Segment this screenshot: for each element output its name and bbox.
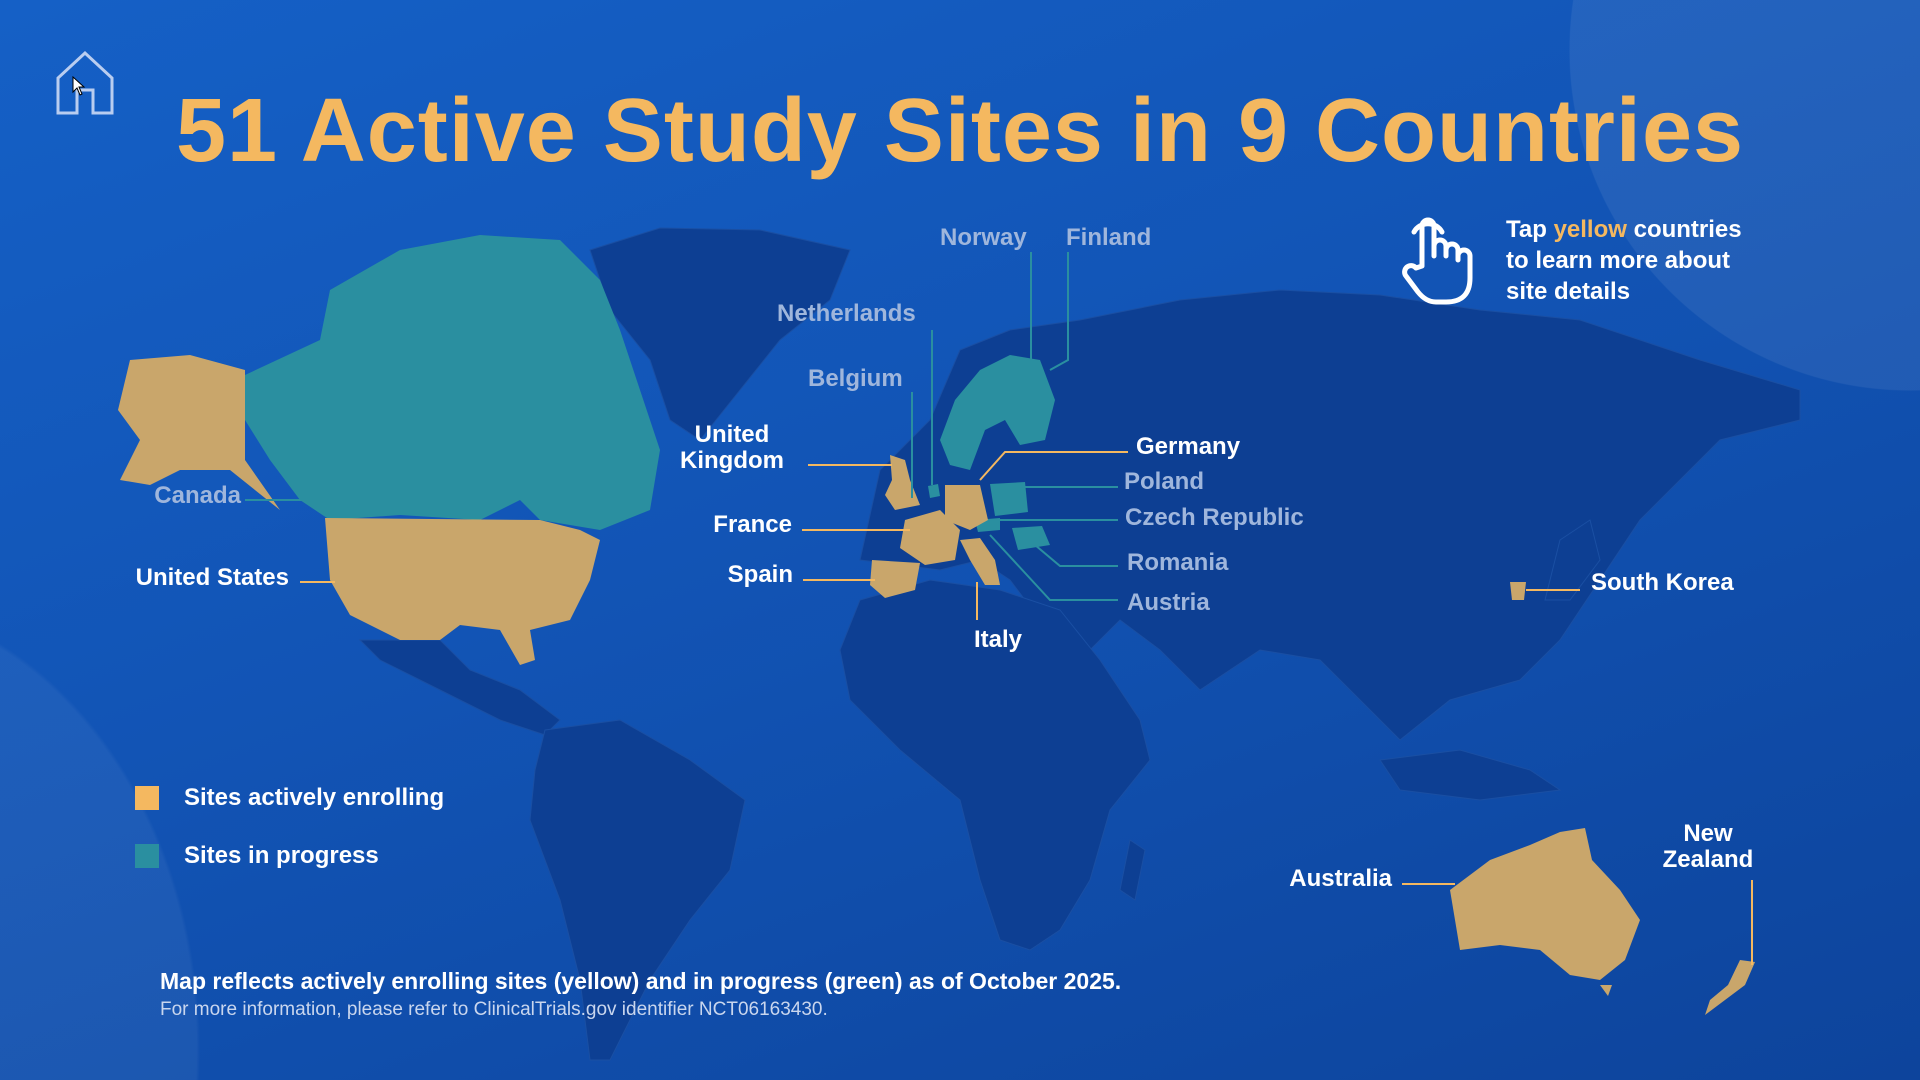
leader-romania	[1034, 544, 1118, 567]
leader-finland	[1049, 252, 1069, 371]
tap-hint-highlight: yellow	[1553, 216, 1627, 243]
label-australia[interactable]: Australia	[1289, 865, 1392, 892]
mouse-cursor-icon	[72, 75, 86, 101]
home-icon	[56, 50, 114, 115]
indonesia	[1379, 749, 1562, 801]
country-south-korea	[1510, 582, 1526, 600]
country-italy	[960, 538, 1000, 585]
home-button[interactable]	[55, 50, 115, 116]
country-australia	[1450, 828, 1640, 980]
country-france	[900, 510, 960, 565]
label-netherlands[interactable]: Netherlands	[777, 300, 916, 327]
label-austria[interactable]: Austria	[1127, 589, 1210, 616]
legend-label-in-progress: Sites in progress	[184, 842, 379, 869]
country-scandinavia	[940, 355, 1055, 470]
country-alaska	[118, 355, 280, 510]
legend-label-enrolling: Sites actively enrolling	[184, 784, 445, 811]
footer-reference: For more information, please refer to Cl…	[160, 999, 828, 1020]
country-germany	[945, 485, 988, 530]
tap-hint-text: Tap yellow countries to learn more about…	[1506, 216, 1742, 305]
label-south-korea[interactable]: South Korea	[1591, 569, 1734, 596]
label-canada[interactable]: Canada	[154, 482, 241, 509]
label-norway[interactable]: Norway	[940, 224, 1027, 251]
leader-austria	[989, 534, 1118, 601]
south-america	[529, 719, 746, 1061]
country-canada	[245, 235, 660, 530]
label-romania[interactable]: Romania	[1127, 549, 1229, 576]
label-united-states[interactable]: United States	[135, 564, 289, 591]
label-united-kingdom[interactable]: United Kingdom	[680, 421, 784, 474]
country-netherlands	[928, 484, 940, 498]
label-france[interactable]: France	[713, 511, 792, 538]
africa	[839, 579, 1151, 951]
legend-swatch-in-progress	[135, 844, 159, 868]
pointing-hand-tap-icon	[1400, 206, 1480, 311]
page-title: 51 Active Study Sites in 9 Countries	[175, 81, 1745, 181]
label-new-zealand[interactable]: New Zealand	[1662, 820, 1754, 873]
madagascar	[1119, 839, 1146, 901]
label-poland[interactable]: Poland	[1124, 468, 1205, 495]
greenland	[589, 227, 851, 441]
legend-swatch-enrolling	[135, 786, 159, 810]
country-romania	[1012, 526, 1050, 550]
country-new-zealand	[1705, 960, 1755, 1015]
label-belgium[interactable]: Belgium	[808, 365, 903, 392]
label-italy[interactable]: Italy	[974, 626, 1023, 653]
footer-note: Map reflects actively enrolling sites (y…	[160, 968, 1122, 994]
label-finland[interactable]: Finland	[1066, 224, 1152, 251]
label-spain[interactable]: Spain	[727, 561, 793, 588]
label-czech-republic[interactable]: Czech Republic	[1125, 504, 1304, 531]
label-germany[interactable]: Germany	[1136, 433, 1241, 460]
leader-germany	[979, 451, 1128, 481]
country-poland	[990, 482, 1028, 516]
country-tasmania	[1600, 985, 1612, 996]
country-spain	[870, 560, 920, 598]
country-united-states	[325, 518, 600, 665]
eurasia	[859, 289, 1801, 741]
